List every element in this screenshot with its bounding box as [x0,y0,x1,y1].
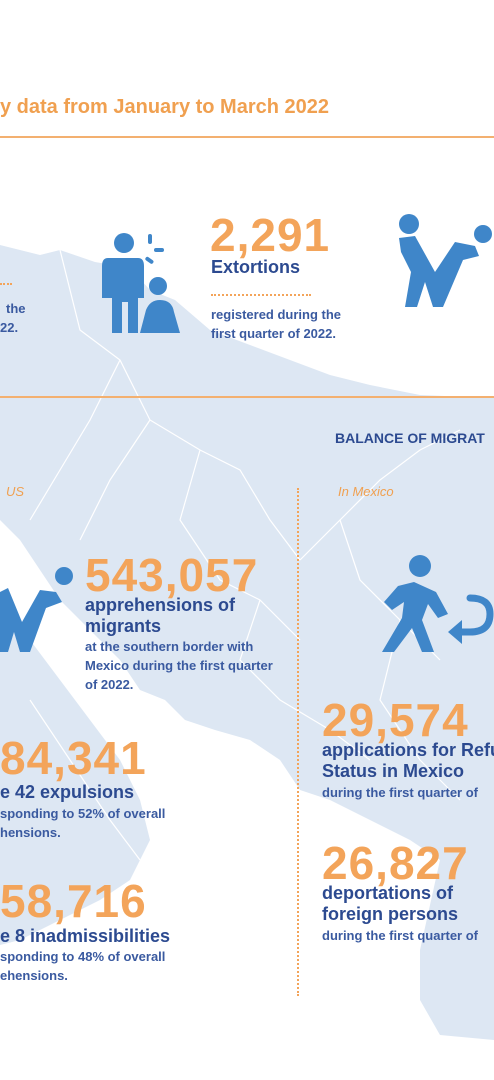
apprehensions-label-line2: migrants [85,616,162,636]
balance-title: BALANCE OF MIGRAT [335,430,485,446]
refugee-label-line1: applications for Refu [322,740,494,760]
expulsions-value: 84,341 [0,732,147,784]
left-fragment-line2: 22. [0,320,19,335]
apprehension-icon [399,214,492,307]
refugee-value: 29,574 [322,694,469,746]
left-fragment-line1: the [6,301,26,316]
aggression-icon [102,233,180,333]
deportations-desc: during the first quarter of [322,928,478,943]
inadmissibilities-desc-line1: sponding to 48% of overall [0,949,166,964]
extortions-label: Extortions [211,257,301,277]
apprehension-icon-large [0,567,73,652]
apprehensions-value: 543,057 [85,549,259,601]
page-title: y data from January to March 2022 [0,96,330,118]
deportations-value: 26,827 [322,837,469,889]
vertical-divider [297,488,299,996]
deportations-label-line1: deportations of [322,883,453,903]
extortions-dotted-line [211,294,311,296]
deportations-label-line2: foreign persons [322,904,459,924]
expulsions-label: e 42 expulsions [0,782,135,802]
apprehensions-label-line1: apprehensions of [85,595,236,615]
header-rule [0,136,494,138]
us-label: US [6,484,25,499]
expulsions-desc-line1: sponding to 52% of overall [0,806,166,821]
inadmissibilities-desc-line2: ehensions. [0,968,68,983]
extortions-value: 2,291 [210,209,331,261]
apprehensions-desc-line1: at the southern border with [85,639,254,654]
apprehensions-desc-line2: Mexico during the first quarter [85,658,273,673]
section-rule [0,396,494,398]
return-icon [382,555,494,652]
extortions-desc-line2: first quarter of 2022. [211,326,336,341]
inadmissibilities-value: 58,716 [0,875,147,927]
refugee-desc: during the first quarter of [322,785,478,800]
inadmissibilities-label: e 8 inadmissibilities [0,926,171,946]
extortions-desc-line1: registered during the [211,307,342,322]
refugee-label-line2: Status in Mexico [322,761,465,781]
apprehensions-desc-line3: of 2022. [85,677,134,692]
expulsions-desc-line2: hensions. [0,825,61,840]
mexico-label: In Mexico [338,484,394,499]
left-dotted-line [0,283,12,285]
